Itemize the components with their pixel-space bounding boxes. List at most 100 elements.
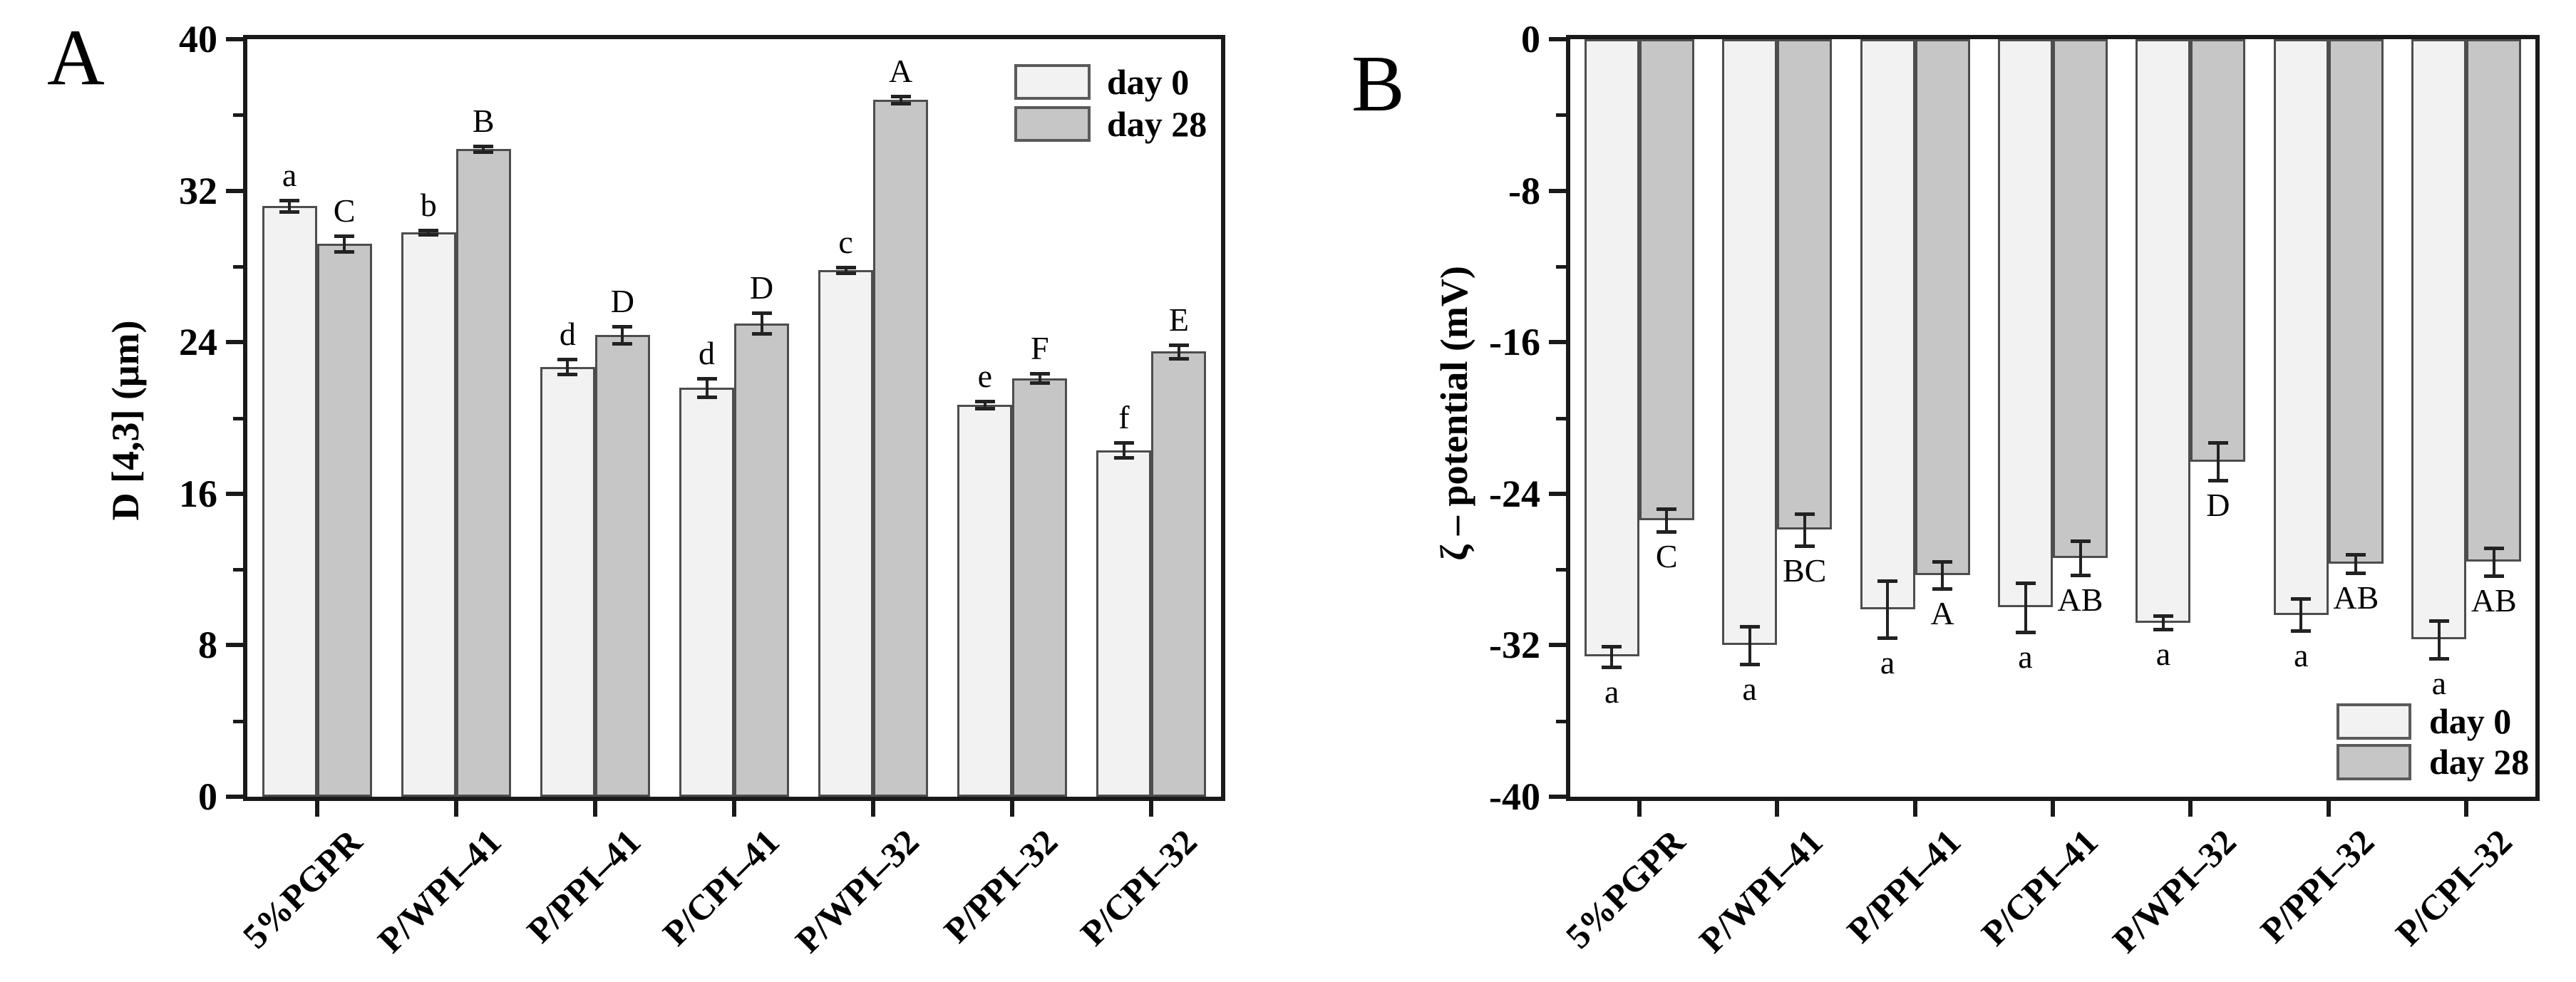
x-axis-tick	[2051, 801, 2055, 817]
error-bar-cap-top	[279, 198, 300, 202]
error-bar-cap-bottom	[1657, 529, 1677, 534]
error-bar-cap-bottom	[2207, 479, 2228, 483]
significance-letter: d	[699, 334, 715, 371]
x-axis-tick	[592, 801, 597, 817]
y-axis-major-tick	[226, 188, 243, 193]
error-bar-line	[1177, 345, 1180, 358]
legend-label-day-28: day 28	[2429, 742, 2530, 782]
bar-day-28-p-cpi-41	[734, 323, 789, 797]
bar-day-0-p-cpi-32	[1096, 450, 1152, 797]
bar-day-0-p-wpi-32	[2135, 39, 2191, 623]
x-axis-tick	[314, 801, 319, 817]
significance-letter: a	[2431, 665, 2446, 701]
error-bar-cap-bottom	[2346, 572, 2366, 576]
y-axis-minor-tick	[1556, 568, 1566, 572]
y-axis-tick-label: 32	[179, 169, 217, 212]
error-bar-cap-top	[1657, 507, 1677, 512]
error-bar-cap-bottom	[1602, 665, 1622, 669]
error-bar-line	[1803, 513, 1806, 546]
y-axis-major-tick	[1549, 795, 1566, 799]
y-axis-major-tick	[1549, 491, 1566, 496]
error-bar-line	[2492, 547, 2495, 577]
error-bar-cap-top	[835, 266, 856, 270]
bar-day-28-p-cpi-32	[2466, 39, 2522, 562]
panel-b-letter: B	[1351, 40, 1405, 128]
error-bar-cap-bottom	[835, 272, 856, 276]
y-axis-minor-tick	[1556, 719, 1566, 723]
y-axis-tick-label: 8	[198, 624, 217, 667]
error-bar-cap-top	[1602, 644, 1622, 648]
error-bar-line	[1748, 626, 1751, 664]
bar-day-28-p-cpi-32	[1151, 351, 1207, 797]
significance-letter: a	[2018, 638, 2033, 675]
y-axis-major-tick	[1549, 188, 1566, 193]
bar-day-0-p-wpi-41	[401, 232, 456, 797]
error-bar-line	[1941, 562, 1944, 589]
legend-label-day-0: day 0	[2429, 701, 2512, 741]
significance-letter: b	[420, 187, 437, 224]
x-axis-tick	[2326, 801, 2331, 817]
significance-letter: f	[1118, 399, 1130, 436]
y-axis-tick-label: -24	[1489, 472, 1540, 515]
y-axis-minor-tick	[233, 719, 243, 723]
error-bar-cap-top	[418, 229, 439, 233]
bar-day-0-p-wpi-41	[1722, 39, 1778, 646]
error-bar-cap-top	[2207, 441, 2228, 445]
significance-letter: AB	[2471, 582, 2517, 619]
error-bar-line	[1122, 443, 1125, 458]
error-bar-line	[1038, 373, 1041, 383]
significance-letter: a	[1880, 644, 1895, 681]
x-axis-tick	[1010, 801, 1015, 817]
bar-day-28-p-wpi-41	[1777, 39, 1833, 530]
legend-swatch-day-28	[1014, 106, 1091, 142]
x-axis-category-label-text: P/CPI–41	[1974, 821, 2106, 953]
error-bar-line	[343, 236, 346, 252]
bar-day-28-p-ppi-41	[594, 334, 650, 797]
error-bar-line	[760, 313, 763, 334]
error-bar-cap-bottom	[2483, 574, 2504, 579]
error-bar-line	[1665, 509, 1669, 532]
significance-letter: C	[1655, 537, 1678, 574]
panel-a-letter: A	[47, 14, 105, 102]
x-axis-category-label-text: P/PPI–41	[1838, 821, 1968, 951]
error-bar-line	[288, 200, 292, 212]
bar-day-28-p-cpi-41	[2053, 39, 2108, 559]
bar-day-28-p-ppi-32	[1012, 378, 1068, 797]
error-bar-line	[705, 378, 709, 398]
y-axis-major-tick	[1549, 643, 1566, 648]
y-axis-major-tick	[1549, 37, 1566, 41]
error-bar-cap-top	[1029, 372, 1050, 376]
y-axis-tick-label: -16	[1489, 321, 1540, 364]
error-bar-cap-bottom	[2428, 657, 2449, 661]
error-bar-cap-top	[890, 94, 911, 98]
error-bar-line	[2216, 443, 2220, 481]
x-axis-tick	[2464, 801, 2469, 817]
significance-letter: A	[889, 52, 913, 89]
error-bar-cap-bottom	[612, 341, 633, 346]
error-bar-cap-top	[2483, 546, 2504, 550]
significance-letter: A	[1930, 594, 1954, 631]
error-bar-cap-bottom	[974, 407, 995, 411]
bar-day-0-p-ppi-41	[1860, 39, 1915, 609]
error-bar-cap-bottom	[2291, 629, 2312, 634]
bar-day-28-p-wpi-32	[873, 100, 929, 797]
x-axis-tick	[2188, 801, 2193, 817]
error-bar-cap-bottom	[1113, 456, 1134, 460]
error-bar-line	[1886, 581, 1890, 638]
error-bar-cap-top	[1877, 579, 1898, 584]
y-axis-major-tick	[1549, 340, 1566, 345]
bar-day-0-p-cpi-32	[2411, 39, 2467, 640]
error-bar-cap-bottom	[1932, 586, 1953, 591]
x-axis-tick	[1637, 801, 1642, 817]
error-bar-cap-bottom	[418, 232, 439, 237]
error-bar-cap-top	[2428, 619, 2449, 623]
bar-day-0-5-pgpr	[262, 205, 317, 797]
legend-swatch-day-28	[2337, 744, 2411, 780]
bar-day-28-p-wpi-41	[455, 149, 511, 797]
bar-day-28-5-pgpr	[316, 244, 372, 797]
error-bar-line	[2161, 616, 2165, 629]
significance-letter: E	[1168, 301, 1189, 338]
error-bar-cap-bottom	[1168, 356, 1189, 361]
